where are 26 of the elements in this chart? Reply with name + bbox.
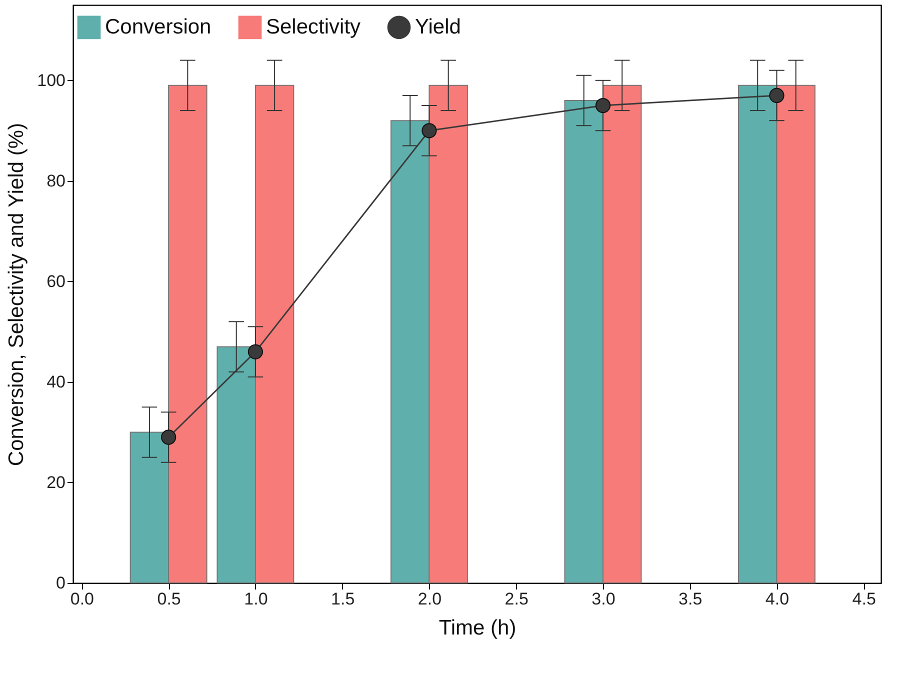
legend-label: Yield [415,15,461,38]
x-tick-label: 3.5 [678,590,702,608]
x-tick-label: 2.5 [504,590,528,608]
y-tick-label: 80 [46,171,66,190]
x-axis-title: Time (h) [438,616,516,640]
y-tick-label: 100 [37,70,66,90]
y-tick-label: 20 [46,472,66,492]
y-tick-label: 0 [56,574,66,592]
x-tick-label: 1.5 [331,590,355,608]
point [248,344,264,360]
x-tick-label: 2.0 [418,590,442,608]
point [769,88,784,104]
y-axis-title: Conversion, Selectivity and Yield (%) [5,122,28,466]
x-tick-label: 3.0 [592,590,616,608]
x-tick-label: 0.0 [70,590,94,608]
x-tick-label: 1.0 [244,590,268,608]
y-tick-label: 40 [46,372,66,392]
point [595,98,611,114]
x-tick-label: 4.5 [852,590,876,608]
y-tick-label: 60 [46,272,66,291]
point [422,123,437,138]
legend-label: Selectivity [266,15,362,38]
legend-label: Conversion [105,15,212,38]
x-tick-label: 0.5 [157,590,181,608]
x-tick-label: 4.0 [765,590,790,608]
point [161,430,176,445]
